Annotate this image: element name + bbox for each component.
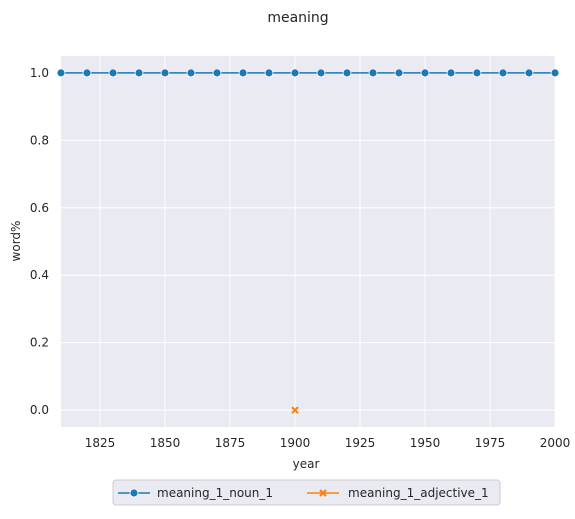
data-point bbox=[238, 68, 248, 78]
series-meaning_1_adjective_1 bbox=[291, 406, 299, 414]
x-tick-label: 1925 bbox=[345, 436, 376, 450]
series-meaning_1_noun_1 bbox=[56, 68, 560, 78]
data-point bbox=[264, 68, 274, 78]
data-point bbox=[446, 68, 456, 78]
data-point bbox=[498, 68, 508, 78]
x-marker-stroke bbox=[291, 406, 299, 414]
data-point bbox=[291, 406, 299, 414]
data-point bbox=[550, 68, 560, 78]
y-tick-label: 0.6 bbox=[30, 201, 49, 215]
x-tick-label: 1825 bbox=[85, 436, 116, 450]
legend-marker bbox=[319, 489, 327, 497]
data-point bbox=[420, 68, 430, 78]
x-tick-label: 1875 bbox=[215, 436, 246, 450]
data-point bbox=[82, 68, 92, 78]
data-point bbox=[134, 68, 144, 78]
plot-background bbox=[61, 56, 555, 427]
data-point bbox=[394, 68, 404, 78]
y-tick-label: 1.0 bbox=[30, 66, 49, 80]
y-tick-label: 0.4 bbox=[30, 268, 49, 282]
legend-label-adjective: meaning_1_adjective_1 bbox=[348, 486, 489, 500]
y-tick-label: 0.8 bbox=[30, 133, 49, 147]
legend-key-meaning_1_adjective_1 bbox=[307, 489, 339, 497]
y-tick-label: 0.0 bbox=[30, 403, 49, 417]
x-marker-stroke bbox=[319, 489, 327, 497]
legend-keys bbox=[118, 488, 339, 498]
legend-box bbox=[112, 479, 501, 506]
data-point bbox=[342, 68, 352, 78]
y-axis-label: word% bbox=[9, 221, 23, 262]
x-tick-label: 1900 bbox=[280, 436, 311, 450]
data-point bbox=[108, 68, 118, 78]
data-point bbox=[290, 68, 300, 78]
data-point bbox=[524, 68, 534, 78]
y-tick-labels: 0.0 0.2 0.4 0.6 0.8 1.0 bbox=[30, 66, 49, 417]
data-point bbox=[160, 68, 170, 78]
series-layer bbox=[56, 68, 560, 414]
data-point bbox=[472, 68, 482, 78]
data-point bbox=[316, 68, 326, 78]
x-tick-label: 1950 bbox=[410, 436, 441, 450]
data-point bbox=[186, 68, 196, 78]
data-point bbox=[56, 68, 66, 78]
x-axis-label: year bbox=[293, 457, 320, 471]
legend: meaning_1_noun_1 meaning_1_adjective_1 bbox=[112, 479, 501, 506]
x-tick-labels: 1825 1850 1875 1900 1925 1950 1975 2000 bbox=[85, 436, 571, 450]
x-tick-label: 2000 bbox=[540, 436, 571, 450]
legend-marker bbox=[129, 488, 139, 498]
legend-label-noun: meaning_1_noun_1 bbox=[157, 486, 273, 500]
data-point bbox=[212, 68, 222, 78]
x-tick-label: 1975 bbox=[475, 436, 506, 450]
data-point bbox=[368, 68, 378, 78]
x-tick-label: 1850 bbox=[150, 436, 181, 450]
legend-key-meaning_1_noun_1 bbox=[118, 488, 150, 498]
y-tick-label: 0.2 bbox=[30, 336, 49, 350]
chart-title: meaning bbox=[267, 10, 328, 26]
